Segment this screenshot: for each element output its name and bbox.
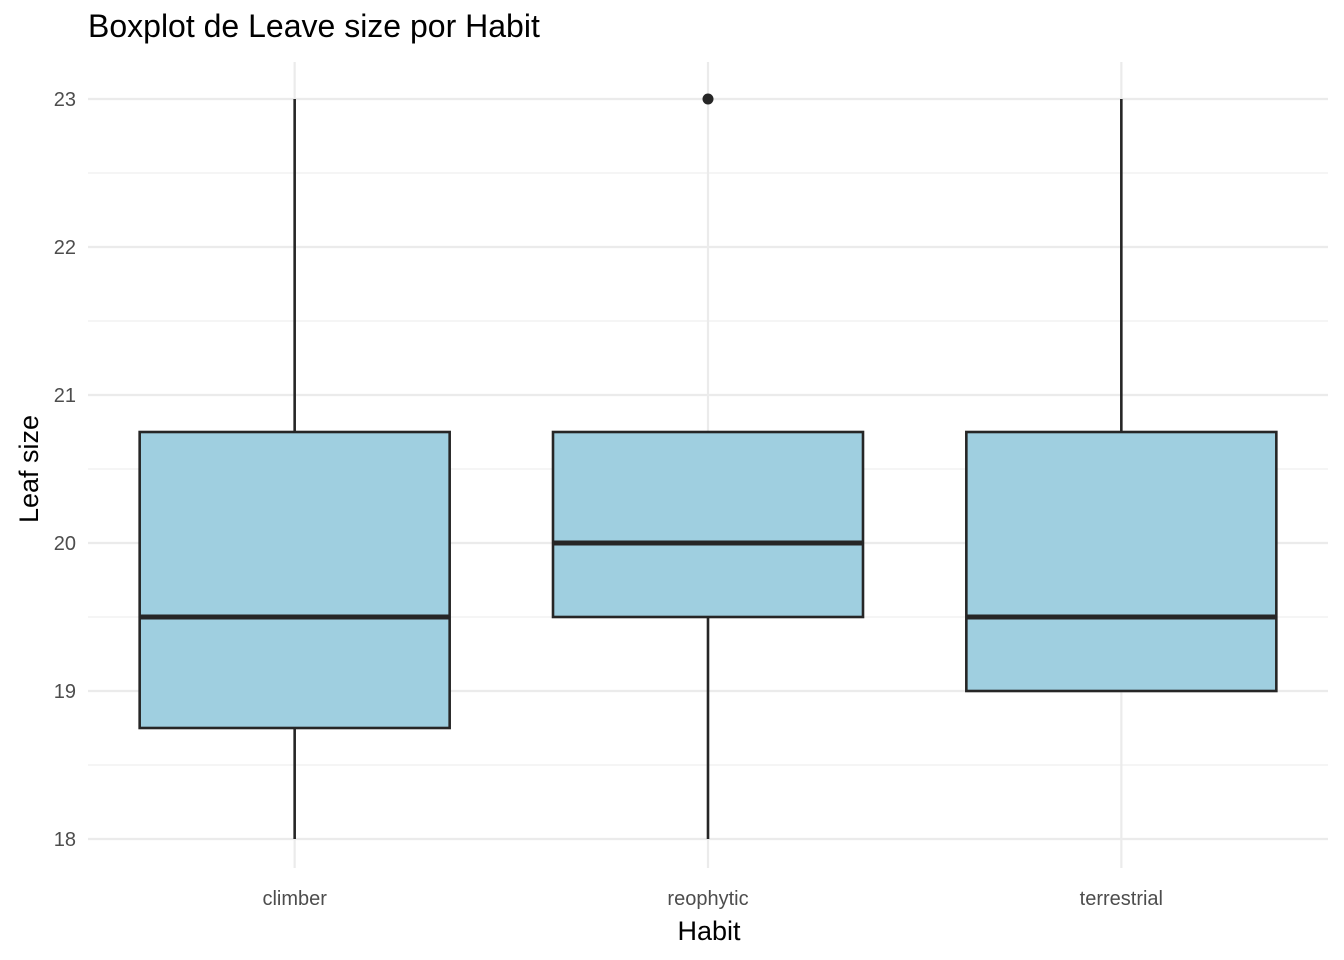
y-tick-label: 18	[54, 829, 76, 851]
y-tick-labels: 18 19 20 21 22 23	[54, 89, 76, 851]
x-axis-title: Habit	[677, 916, 741, 946]
chart-title: Boxplot de Leave size por Habit	[88, 8, 540, 44]
x-tick-labels: climber reophytic terrestrial	[262, 888, 1163, 910]
x-tick-label: terrestrial	[1080, 888, 1163, 910]
x-tick-label: climber	[262, 888, 327, 910]
y-tick-label: 21	[54, 385, 76, 407]
box-climber	[138, 99, 451, 839]
box-reophytic	[551, 93, 865, 839]
x-tick-label: reophytic	[667, 888, 748, 910]
y-axis-title: Leaf size	[14, 415, 44, 523]
box-body	[138, 430, 451, 730]
y-tick-label: 19	[54, 681, 76, 703]
y-tick-label: 22	[54, 237, 76, 259]
box-terrestrial	[965, 99, 1278, 693]
y-tick-label: 23	[54, 89, 76, 111]
outlier-point	[702, 93, 714, 105]
y-tick-label: 20	[54, 533, 76, 555]
box-layer	[138, 93, 1278, 839]
box-body	[965, 430, 1278, 693]
box-body	[551, 430, 865, 619]
